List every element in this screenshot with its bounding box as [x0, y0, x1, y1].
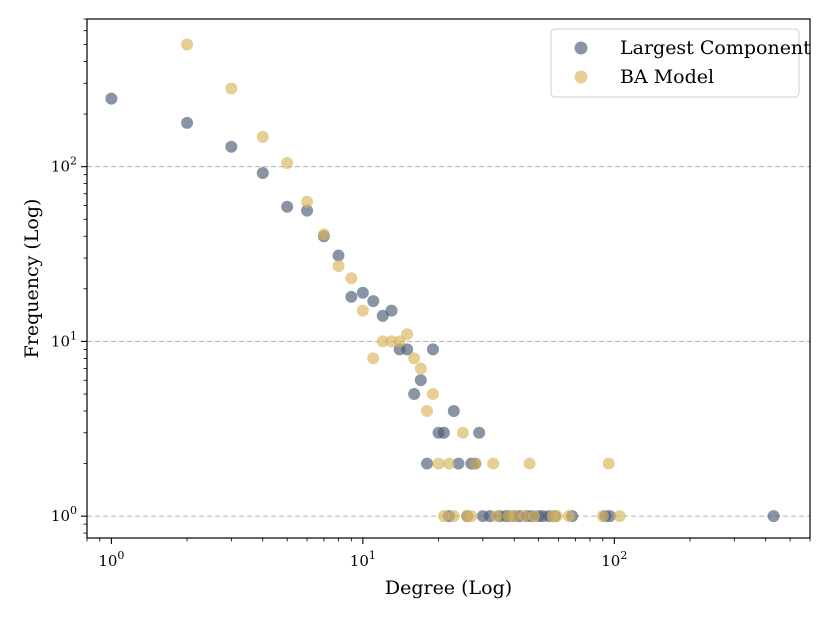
point-s1-7 — [345, 272, 358, 285]
point-s1-6 — [332, 260, 345, 273]
x-axis-label: Degree (Log) — [385, 577, 512, 599]
point-s1-22 — [456, 426, 469, 439]
point-s1-10 — [376, 335, 389, 348]
x-tick-base-2: 10 — [601, 552, 620, 570]
point-s0-1 — [181, 116, 194, 129]
point-s1-35 — [562, 510, 575, 523]
legend-label-ba-model: BA Model — [620, 66, 714, 88]
point-s1-26 — [487, 457, 500, 470]
point-s1-5 — [317, 228, 330, 241]
point-s1-9 — [367, 352, 380, 365]
x-tick-base-1: 10 — [350, 552, 369, 570]
y-tick-exp-1: 1 — [70, 329, 77, 342]
point-s0-16 — [414, 374, 427, 387]
legend-box — [550, 28, 800, 98]
x-tick-base-0: 10 — [98, 552, 117, 570]
legend-marker-largest-component — [574, 41, 588, 55]
point-s0-0 — [105, 92, 118, 105]
point-s1-24 — [465, 510, 478, 523]
point-s1-12 — [393, 335, 406, 348]
point-s0-7 — [332, 249, 345, 262]
point-s1-36 — [596, 510, 609, 523]
point-s0-3 — [256, 167, 269, 180]
x-tick-exp-2: 2 — [620, 549, 627, 562]
y-tick-label-1: 101 — [51, 329, 77, 350]
x-tick-label-1: 101 — [350, 549, 376, 570]
x-tick-exp-0: 0 — [117, 549, 124, 562]
y-tick-base-0: 10 — [51, 507, 70, 525]
point-s1-21 — [447, 510, 460, 523]
point-s1-32 — [528, 510, 541, 523]
point-s0-10 — [367, 295, 380, 308]
point-s1-31 — [523, 457, 536, 470]
point-s0-8 — [345, 290, 358, 303]
point-s0-15 — [408, 388, 421, 401]
point-s1-3 — [281, 156, 294, 169]
point-s1-37 — [602, 457, 615, 470]
point-s1-1 — [225, 82, 238, 95]
y-tick-exp-0: 0 — [70, 504, 77, 517]
y-tick-base-1: 10 — [51, 332, 70, 350]
point-s1-0 — [181, 38, 194, 51]
y-tick-base-2: 10 — [51, 158, 70, 176]
point-s0-12 — [385, 304, 398, 317]
point-s1-27 — [490, 510, 503, 523]
point-s0-5 — [301, 204, 314, 217]
point-s1-18 — [432, 457, 445, 470]
series-1 — [181, 38, 626, 523]
point-s1-34 — [550, 510, 563, 523]
y-tick-label-2: 102 — [51, 155, 77, 176]
point-s1-25 — [469, 457, 482, 470]
series-0 — [105, 92, 780, 523]
point-s1-13 — [401, 328, 414, 341]
point-s0-14 — [401, 343, 414, 356]
point-s1-29 — [508, 510, 521, 523]
point-s0-22 — [447, 404, 460, 417]
point-s1-19 — [437, 510, 450, 523]
data-points — [105, 38, 780, 523]
point-s1-2 — [256, 130, 269, 143]
point-s0-17 — [421, 457, 434, 470]
x-tick-label-0: 100 — [98, 549, 124, 570]
y-tick-exp-2: 2 — [70, 155, 77, 168]
point-s1-20 — [442, 457, 455, 470]
x-tick-label-2: 102 — [601, 549, 627, 570]
point-s1-17 — [426, 388, 439, 401]
point-s0-20 — [437, 426, 450, 439]
point-s1-15 — [414, 362, 427, 375]
point-s0-2 — [225, 140, 238, 153]
y-axis-label: Frequency (Log) — [21, 199, 43, 359]
point-s1-4 — [301, 195, 314, 208]
point-s0-27 — [473, 426, 486, 439]
point-s0-44 — [767, 510, 780, 523]
point-s0-23 — [452, 457, 465, 470]
point-s0-18 — [426, 343, 439, 356]
point-s1-8 — [356, 304, 369, 317]
legend-marker-ba-model — [574, 70, 588, 84]
point-s0-9 — [356, 286, 369, 299]
point-s0-4 — [281, 200, 294, 213]
x-tick-exp-1: 1 — [369, 549, 376, 562]
plot-frame — [86, 18, 811, 539]
legend-label-largest-component: Largest Component — [620, 37, 811, 59]
point-s1-38 — [613, 510, 626, 523]
point-s1-16 — [421, 404, 434, 417]
y-tick-label-0: 100 — [51, 504, 77, 525]
point-s0-11 — [376, 309, 389, 322]
point-s1-14 — [408, 352, 421, 365]
point-s1-30 — [518, 510, 531, 523]
legend: Largest Component BA Model — [550, 28, 811, 98]
